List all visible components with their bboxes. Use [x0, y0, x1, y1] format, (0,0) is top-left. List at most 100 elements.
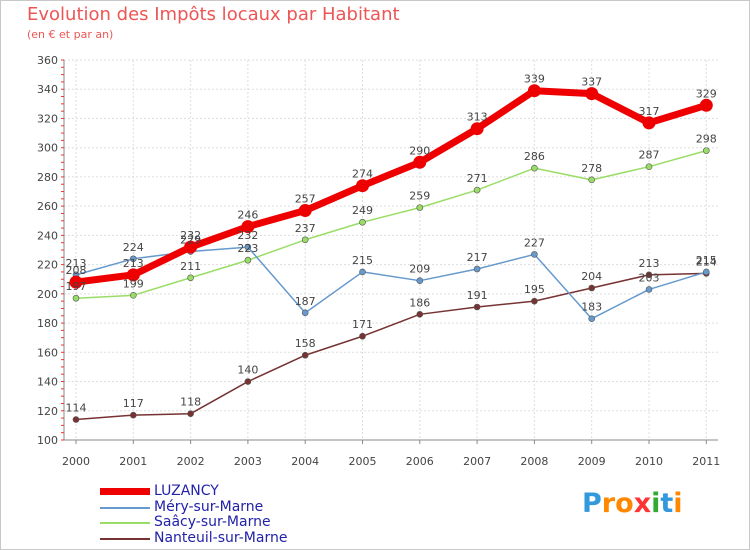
- data-point: [531, 297, 538, 305]
- logo-letter: r: [601, 488, 616, 519]
- logo-letter: P: [582, 488, 602, 519]
- data-point: [473, 186, 481, 194]
- data-point: [301, 309, 309, 317]
- legend-label: Saâcy-sur-Marne: [154, 514, 271, 530]
- x-tick-label: 2005: [349, 455, 377, 468]
- logo-letter: o: [615, 488, 634, 519]
- data-point: [473, 265, 481, 273]
- data-point: [130, 292, 137, 299]
- data-label: 287: [639, 149, 660, 162]
- data-point: [531, 251, 538, 258]
- logo-letter: i: [673, 488, 683, 519]
- data-label: 259: [409, 190, 430, 203]
- data-label: 214: [696, 255, 717, 268]
- data-point: [473, 303, 481, 311]
- legend-label: Nanteuil-sur-Marne: [154, 529, 288, 546]
- data-point: [645, 286, 653, 293]
- data-point: [359, 332, 366, 340]
- data-point: [416, 204, 424, 211]
- proxiti-logo: Proxiti: [582, 488, 683, 519]
- legend-item: Nanteuil-sur-Marne: [100, 529, 400, 547]
- data-label: 290: [409, 144, 430, 157]
- data-point: [359, 218, 366, 226]
- data-point: [184, 240, 198, 254]
- data-point: [702, 268, 710, 276]
- legend-swatch: [100, 506, 150, 509]
- data-point: [588, 284, 596, 292]
- y-tick-label: 320: [37, 112, 58, 125]
- x-tick-label: 2010: [635, 455, 663, 468]
- data-label: 211: [180, 260, 201, 273]
- data-label: 114: [66, 402, 87, 415]
- data-point: [699, 98, 713, 112]
- data-point: [72, 294, 80, 302]
- data-label: 117: [123, 397, 144, 410]
- data-label: 118: [180, 396, 201, 409]
- data-point: [130, 411, 137, 419]
- y-tick-label: 240: [37, 229, 58, 242]
- data-point: [588, 176, 596, 184]
- data-point: [642, 116, 656, 130]
- data-point: [531, 164, 538, 172]
- data-label: 191: [467, 289, 488, 302]
- logo-letter: x: [633, 488, 652, 519]
- data-point: [126, 268, 140, 282]
- x-tick-label: 2008: [520, 455, 548, 468]
- data-label: 227: [524, 236, 545, 249]
- x-tick-label: 2007: [463, 455, 491, 468]
- legend-label: LUZANCY: [154, 483, 219, 499]
- x-tick-label: 2004: [291, 455, 319, 468]
- legend-swatch: [100, 522, 150, 524]
- data-point: [645, 163, 653, 170]
- x-tick-label: 2003: [234, 455, 262, 468]
- x-tick-label: 2009: [578, 455, 606, 468]
- data-point: [588, 315, 596, 322]
- legend-swatch: [100, 488, 150, 495]
- data-label: 199: [123, 277, 144, 290]
- data-point: [301, 236, 309, 244]
- data-point: [244, 378, 252, 385]
- data-point: [470, 122, 484, 136]
- data-point: [298, 204, 312, 218]
- legend-swatch: [100, 537, 150, 540]
- y-tick-label: 100: [37, 434, 58, 447]
- data-label: 215: [696, 254, 717, 267]
- chart-subtitle: (en € et par an): [27, 28, 114, 41]
- data-label: 298: [696, 133, 717, 146]
- y-tick-label: 220: [37, 259, 58, 272]
- data-point: [702, 147, 710, 154]
- data-label: 278: [581, 162, 602, 175]
- data-label: 213: [66, 257, 87, 270]
- data-label: 232: [237, 229, 258, 242]
- data-label: 140: [237, 364, 258, 377]
- data-point: [130, 255, 137, 263]
- series-line-luzancy: [72, 87, 710, 286]
- data-label: 197: [66, 280, 87, 293]
- data-label: 204: [581, 270, 602, 283]
- data-point: [359, 268, 366, 276]
- x-tick-label: 2011: [692, 455, 720, 468]
- data-label: 257: [295, 193, 316, 206]
- legend-item: Saâcy-sur-Marne: [100, 514, 400, 531]
- data-label: 229: [180, 233, 201, 246]
- data-point: [527, 84, 541, 98]
- data-label: 195: [524, 283, 545, 296]
- data-label: 213: [639, 257, 660, 270]
- data-label: 339: [524, 73, 545, 86]
- y-tick-label: 120: [37, 405, 58, 418]
- y-tick-label: 280: [37, 171, 58, 184]
- data-label: 237: [295, 222, 316, 235]
- x-tick-label: 2006: [406, 455, 434, 468]
- data-point: [585, 87, 599, 101]
- data-label: 223: [237, 242, 258, 255]
- data-label: 274: [352, 168, 373, 181]
- data-point: [416, 277, 424, 284]
- data-point: [356, 179, 369, 193]
- y-tick-label: 360: [37, 54, 58, 67]
- data-label: 158: [295, 337, 316, 350]
- data-label: 224: [123, 241, 144, 254]
- chart-title: Evolution des Impôts locaux par Habitant: [27, 4, 400, 25]
- data-point: [645, 271, 653, 279]
- data-label: 271: [467, 172, 488, 185]
- data-point: [187, 410, 194, 417]
